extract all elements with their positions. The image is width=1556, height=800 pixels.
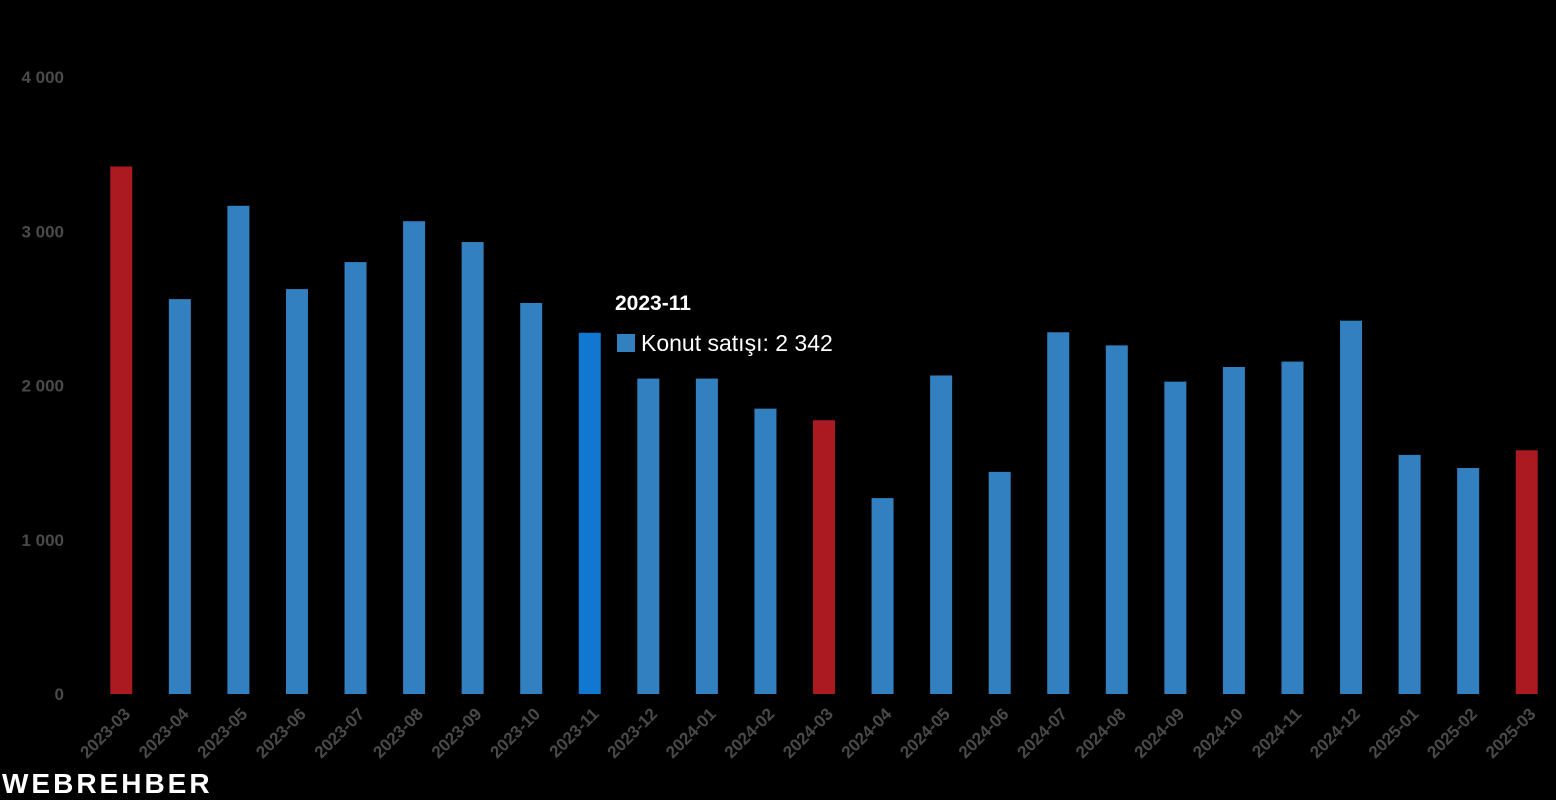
bar-2024-10[interactable] (1222, 366, 1245, 694)
bar-2023-05[interactable] (227, 205, 250, 694)
x-tick-label: 2024-11 (1248, 704, 1305, 761)
tooltip-row: Konut satışı: 2 342 (617, 330, 833, 356)
x-tick-label: 2023-12 (604, 704, 662, 762)
tooltip-swatch (617, 334, 635, 352)
x-tick-label: 2024-12 (1306, 704, 1364, 762)
bar-2023-11[interactable] (578, 332, 601, 694)
bar-2023-08[interactable] (403, 221, 426, 694)
y-tick-label: 4 000 (21, 68, 64, 87)
x-tick-label: 2024-08 (1072, 704, 1130, 762)
x-tick-label: 2023-06 (252, 704, 310, 762)
bar-2023-04[interactable] (168, 299, 191, 694)
bar-2023-06[interactable] (285, 289, 308, 694)
x-tick-label: 2024-01 (662, 704, 720, 762)
bar-2024-08[interactable] (1105, 345, 1128, 694)
x-axis: 2023-03 2023-04 2023-05 2023-06 2023-07 2023-… (77, 704, 1540, 762)
x-tick-label: 2023-03 (77, 704, 135, 762)
x-tick-label: 2024-02 (721, 704, 779, 762)
tooltip-value: Konut satışı: 2 342 (641, 330, 833, 356)
x-tick-label: 2024-05 (896, 704, 954, 762)
bar-2023-03[interactable] (110, 166, 133, 695)
bar-2023-10[interactable] (520, 302, 543, 694)
bar-2024-07[interactable] (1047, 332, 1070, 694)
x-tick-label: 2025-02 (1423, 704, 1481, 762)
bars (110, 166, 1538, 695)
bar-2025-01[interactable] (1398, 454, 1421, 694)
x-tick-label: 2023-10 (486, 704, 544, 762)
x-tick-label: 2024-10 (1189, 704, 1247, 762)
bar-2024-02[interactable] (754, 408, 777, 694)
x-tick-label: 2024-07 (1014, 704, 1072, 762)
watermark-logo: WEBREHBER (2, 768, 213, 799)
y-tick-label: 0 (55, 685, 64, 704)
x-tick-label: 2025-01 (1365, 704, 1423, 762)
x-tick-label: 2024-06 (955, 704, 1013, 762)
bar-2024-09[interactable] (1164, 381, 1187, 694)
y-axis: 0 1 000 2 000 3 000 4 000 (21, 68, 64, 704)
bar-2024-06[interactable] (988, 471, 1011, 694)
tooltip-title: 2023-11 (615, 292, 691, 315)
x-tick-label: 2024-03 (779, 704, 837, 762)
bar-2023-12[interactable] (637, 378, 660, 694)
x-tick-label: 2023-05 (194, 704, 252, 762)
y-tick-label: 2 000 (21, 377, 64, 396)
y-tick-label: 3 000 (21, 222, 64, 241)
x-tick-label: 2023-07 (311, 704, 369, 762)
bar-2024-03[interactable] (813, 420, 835, 694)
tooltip: 2023-11 Konut satışı: 2 342 (608, 292, 833, 356)
bar-2024-05[interactable] (930, 375, 953, 694)
bar-2023-07[interactable] (344, 262, 367, 694)
y-tick-label: 1 000 (21, 531, 64, 550)
x-tick-label: 2024-04 (838, 704, 896, 762)
bar-2024-04[interactable] (871, 498, 894, 694)
x-tick-label: 2023-08 (369, 704, 427, 762)
bar-2023-09[interactable] (461, 242, 484, 695)
bar-2024-12[interactable] (1340, 320, 1363, 694)
x-tick-label: 2025-03 (1482, 704, 1540, 762)
x-tick-label: 2023-09 (428, 704, 486, 762)
x-tick-label: 2023-11 (546, 704, 603, 761)
bar-2025-02[interactable] (1457, 468, 1480, 694)
x-tick-label: 2023-04 (135, 704, 193, 762)
bar-2025-03[interactable] (1515, 450, 1538, 694)
bar-2024-01[interactable] (695, 378, 718, 694)
bar-2024-11[interactable] (1281, 361, 1304, 694)
x-tick-label: 2024-09 (1131, 704, 1189, 762)
